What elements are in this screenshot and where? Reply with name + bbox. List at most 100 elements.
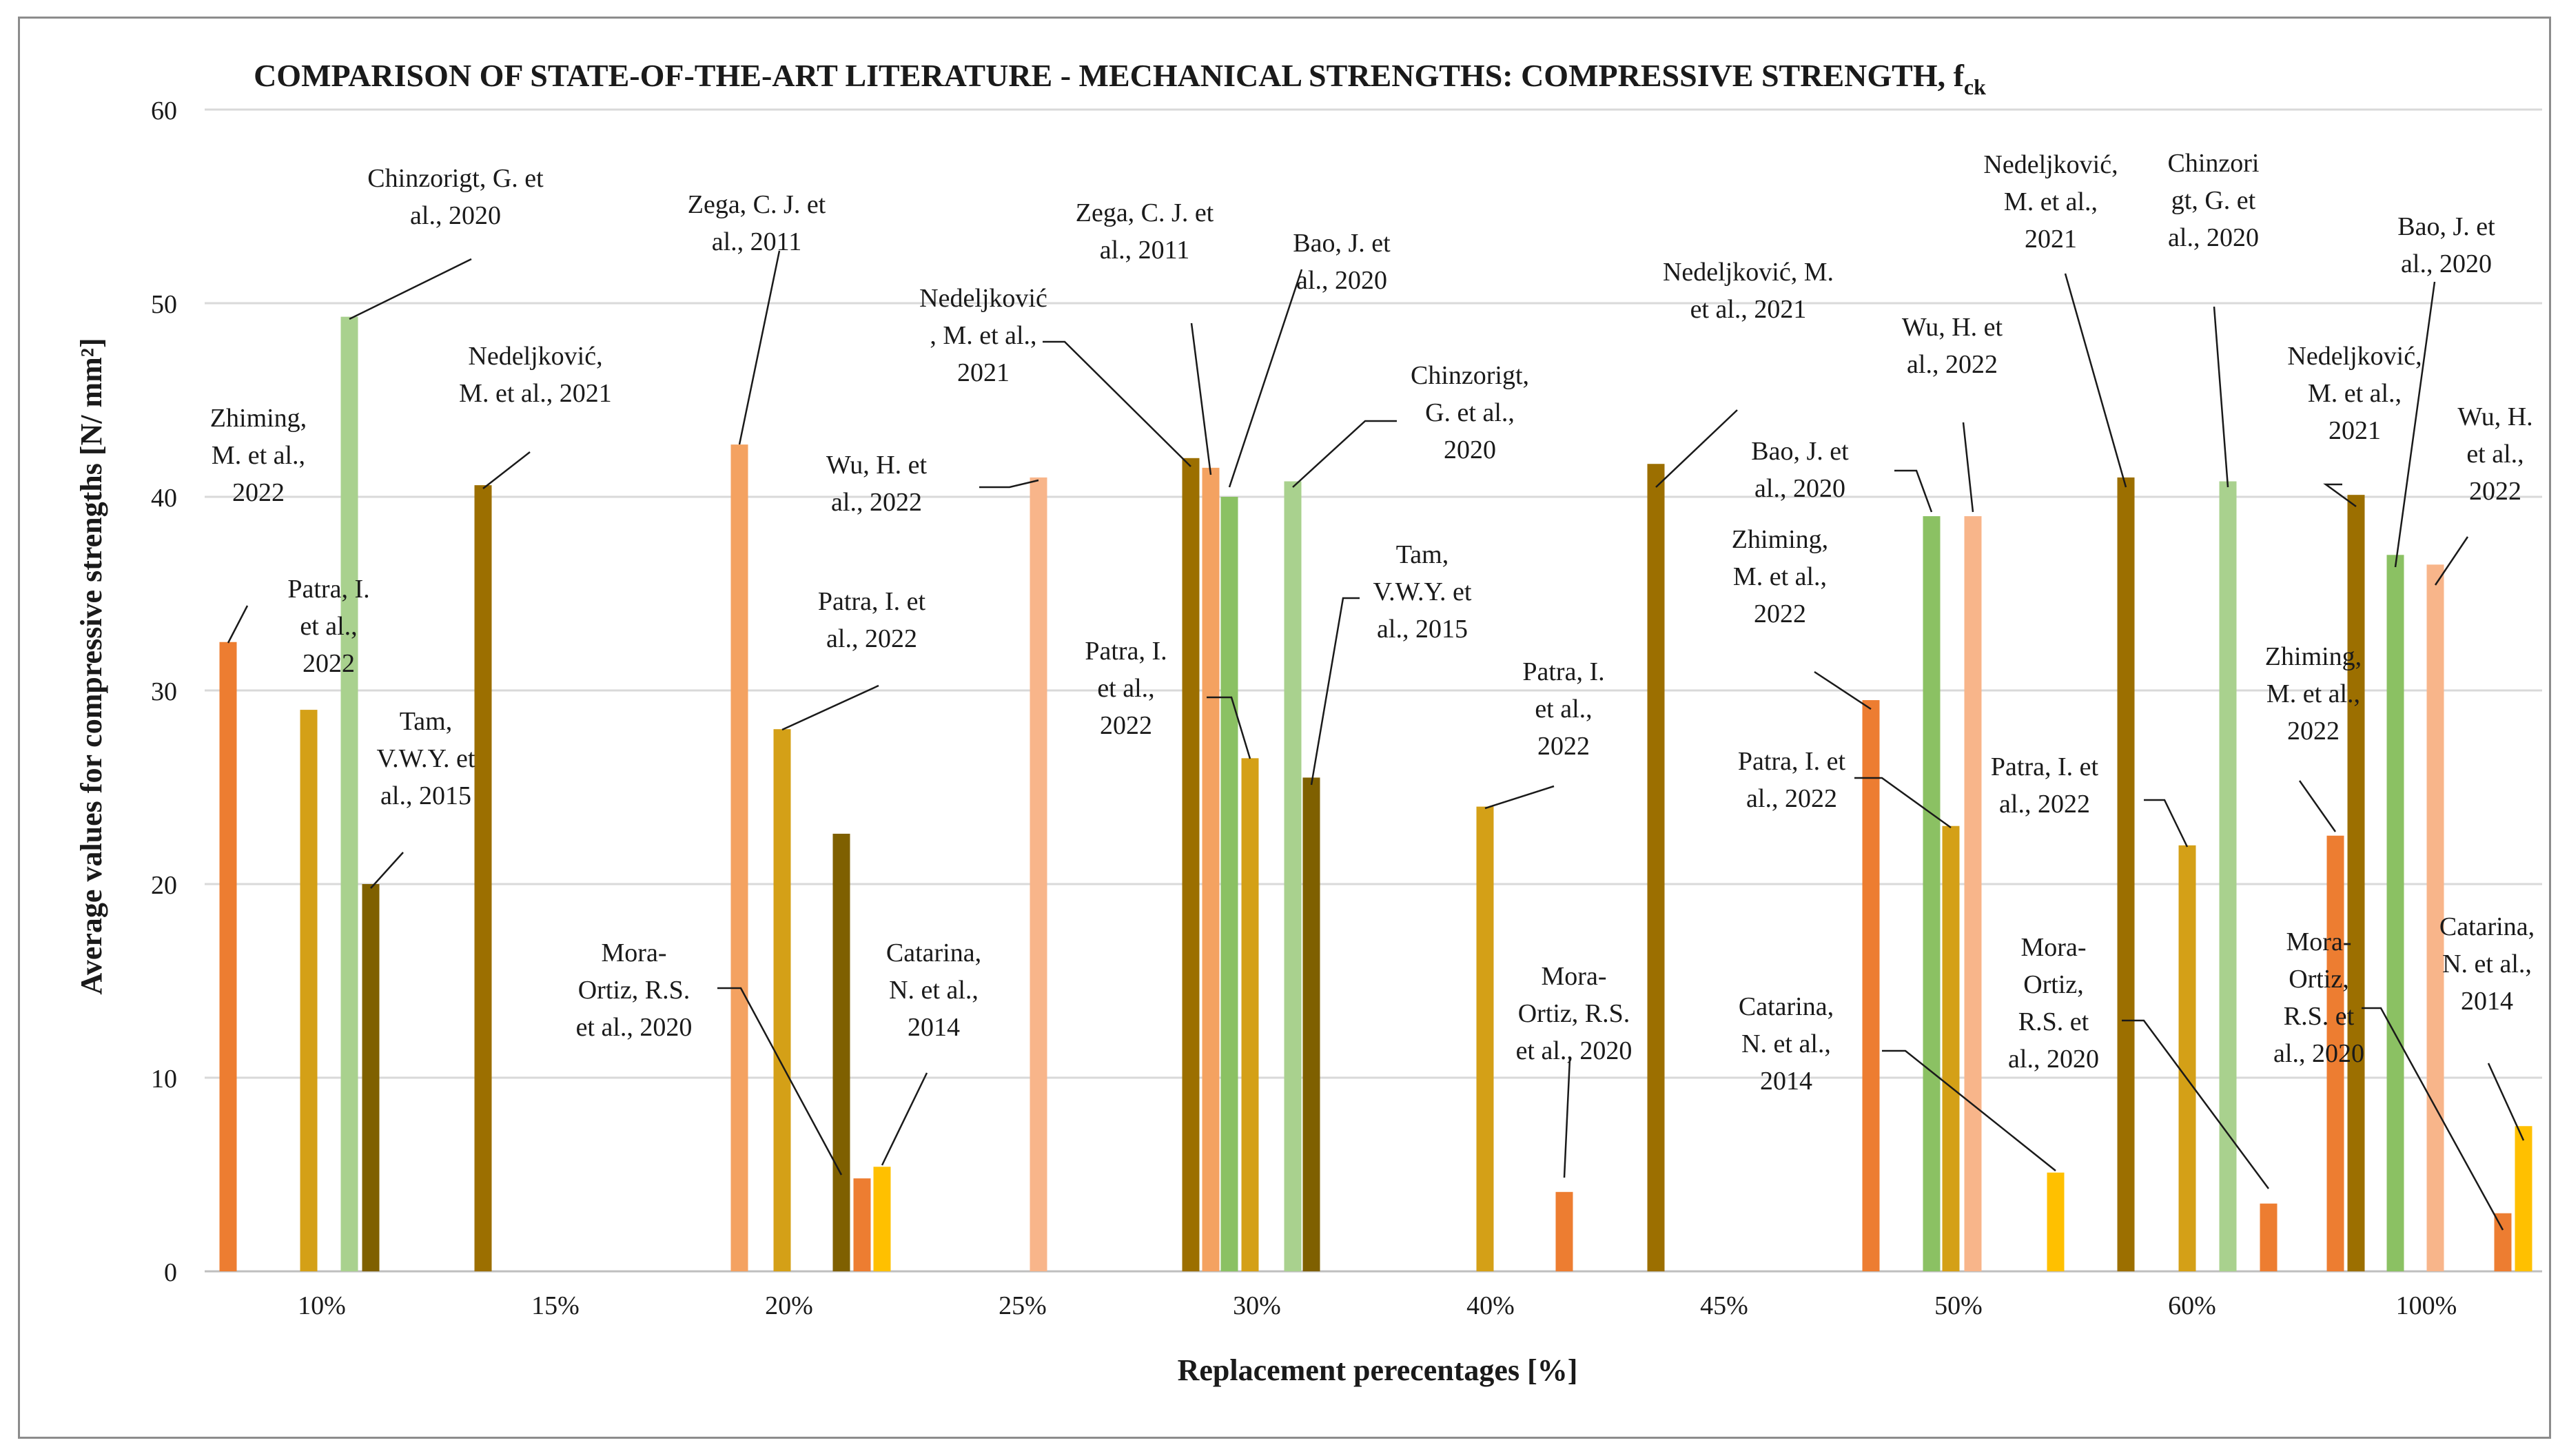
data-label: Chinzorigt, G. et al., 2020	[1411, 361, 1529, 464]
data-label: Wu, H. et al., 2022	[2457, 402, 2532, 506]
leader-line	[738, 250, 781, 445]
data-label: Patra, I. et al., 2022	[1991, 752, 2099, 819]
data-label: Catarina, N. et al., 2014	[1739, 992, 1834, 1096]
bar	[2326, 835, 2344, 1271]
x-tick-label: 100%	[2396, 1291, 2457, 1320]
bar	[1241, 758, 1259, 1271]
bar	[1030, 477, 1047, 1271]
leader-line	[1190, 322, 1212, 475]
data-label: Mora-Ortiz, R.S. et al., 2020	[1516, 962, 1633, 1065]
data-label: Nedeljković, M. et al., 2021	[1983, 150, 2118, 254]
leader-line	[349, 258, 472, 320]
data-label: Patra, I. et al., 2022	[818, 587, 926, 653]
leader-line	[1962, 422, 1974, 513]
bar	[2515, 1126, 2532, 1271]
leader-line	[1814, 670, 1872, 710]
leader-line	[1310, 597, 1360, 786]
y-tick-label: 30	[151, 677, 177, 706]
bar	[1964, 516, 1982, 1271]
data-label: Nedeljković, M. et al., 2021	[459, 342, 612, 408]
leader-line	[1563, 1058, 1571, 1178]
bar	[1202, 467, 1220, 1271]
leader-line	[1894, 469, 1933, 513]
data-label: Catarina, N. et al., 2014	[2439, 912, 2535, 1016]
leader-line	[2394, 281, 2436, 568]
leader-line	[227, 605, 249, 644]
data-label: Patra, I. et al., 2022	[287, 575, 369, 678]
leader-line	[2487, 1063, 2525, 1141]
leader-line	[2362, 1007, 2504, 1231]
bar	[1284, 481, 1302, 1271]
x-tick-label: 25%	[999, 1291, 1047, 1320]
data-labels: Zhiming, M. et al., 2022 Patra, I. et al., 20…	[210, 149, 2535, 1231]
leader-line	[1882, 1049, 2056, 1171]
chart-title-main: COMPARISON OF STATE-OF-THE-ART LITERATUR…	[254, 58, 1965, 93]
data-label: Catarina, N. et al., 2014	[886, 939, 981, 1042]
y-tick-label: 0	[164, 1258, 177, 1287]
x-tick-label: 60%	[2168, 1291, 2216, 1320]
bar	[832, 833, 850, 1271]
leader-line	[781, 684, 879, 731]
x-axis-title: Replacement perecentages [%]	[1178, 1353, 1578, 1387]
leader-line	[1484, 785, 1555, 810]
leader-line	[979, 479, 1039, 489]
chart-canvas: 0 10 20 30 40 50 60 10% 15% 20% 25% 30% 40% 45% 50% 60…	[74, 58, 2542, 1387]
data-label: Tam, V.W.Y. et al., 2015	[1373, 540, 1472, 644]
leader-line	[1228, 269, 1303, 488]
data-label: Bao, J. et al., 2020	[1293, 229, 1391, 295]
leader-line	[2434, 536, 2469, 586]
leader-line	[1292, 420, 1397, 488]
leader-line	[2213, 306, 2229, 488]
leader-line	[881, 1072, 928, 1166]
y-axis: 0 10 20 30 40 50 60	[151, 96, 177, 1287]
data-label: Zhiming, M. et al., 2022	[210, 404, 307, 507]
bar	[2426, 564, 2444, 1271]
bar	[873, 1167, 891, 1271]
y-tick-label: 10	[151, 1065, 177, 1094]
data-label: Mora-Ortiz, R.S. et al., 2020	[2273, 927, 2364, 1068]
bar	[2260, 1203, 2278, 1271]
data-label: Zega, C. J. et al., 2011	[688, 190, 826, 256]
data-label: Mora-Ortiz, R.S. et al., 2020	[576, 939, 693, 1042]
x-tick-label: 50%	[1934, 1291, 1983, 1320]
bar	[1923, 516, 1941, 1271]
leader-line	[370, 852, 404, 889]
bar	[2117, 477, 2135, 1271]
data-label: Patra, I. et al., 2022	[1522, 657, 1604, 761]
bar	[2347, 495, 2365, 1272]
x-tick-label: 40%	[1466, 1291, 1515, 1320]
bar	[474, 485, 492, 1271]
bar	[1220, 497, 1238, 1271]
bar	[773, 729, 791, 1271]
y-tick-label: 20	[151, 871, 177, 900]
leader-line	[2064, 273, 2127, 488]
data-label: Nedeljković, M. et al., 2021	[2287, 342, 2422, 445]
chart-frame: 0 10 20 30 40 50 60 10% 15% 20% 25% 30% 40% 45% 50% 60…	[18, 17, 2551, 1439]
data-label: Bao, J. et al., 2020	[2397, 212, 2495, 278]
bar	[2178, 845, 2196, 1271]
bar	[1302, 777, 1320, 1271]
data-label: Patra, I. et al., 2022	[1738, 747, 1846, 813]
bar	[1647, 464, 1665, 1271]
data-label: Nedeljković, M. et al., 2021	[919, 284, 1047, 387]
leader-line	[1207, 696, 1251, 759]
x-tick-label: 15%	[531, 1291, 580, 1320]
leader-line	[1655, 409, 1738, 488]
x-tick-label: 20%	[765, 1291, 813, 1320]
x-tick-label: 45%	[1700, 1291, 1748, 1320]
y-tick-label: 50	[151, 290, 177, 319]
leader-line	[1854, 777, 1952, 829]
leader-line	[482, 451, 531, 489]
data-label: Patra, I. et al., 2022	[1085, 637, 1167, 740]
bar	[2494, 1213, 2512, 1271]
data-label: Tam, V.W.Y. et al., 2015	[377, 707, 475, 810]
bar	[219, 642, 237, 1271]
data-label: Nedeljković, M. et al., 2021	[1663, 258, 1834, 324]
y-tick-label: 60	[151, 96, 177, 125]
leader-line	[2323, 483, 2357, 508]
chart-title: COMPARISON OF STATE-OF-THE-ART LITERATUR…	[254, 58, 1986, 99]
gridlines	[205, 108, 2542, 1273]
bar	[1942, 826, 1960, 1271]
